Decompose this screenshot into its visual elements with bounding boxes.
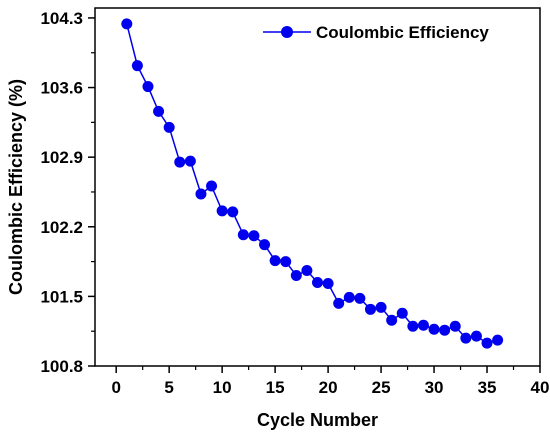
data-point (216, 205, 228, 217)
data-point (227, 206, 239, 218)
data-point (439, 324, 451, 336)
x-tick-label: 10 (213, 378, 232, 397)
plot-frame (94, 7, 541, 367)
y-axis-title: Coulombic Efficiency (%) (6, 79, 26, 295)
x-tick-label: 30 (425, 378, 444, 397)
data-point (343, 291, 355, 303)
data-point (184, 155, 196, 167)
x-tick-label: 15 (266, 378, 285, 397)
data-point (153, 105, 165, 117)
data-point (354, 292, 366, 304)
data-point (449, 320, 461, 332)
x-tick-label: 35 (478, 378, 497, 397)
y-tick-label: 100.8 (40, 357, 83, 376)
data-point (386, 314, 398, 326)
series-line (126, 23, 498, 344)
data-point (121, 18, 133, 30)
x-tick-label: 0 (111, 378, 120, 397)
data-point (492, 334, 504, 346)
data-point (142, 81, 154, 93)
data-point (417, 319, 429, 331)
data-point (131, 60, 143, 72)
data-point (364, 303, 376, 315)
data-point (163, 121, 175, 133)
data-point (248, 230, 260, 242)
tick-labels: 0 5 10 15 20 25 30 35 40 100.8 101.5 102.2 102.9 103.… (40, 9, 549, 397)
data-point (195, 188, 207, 200)
y-tick-label: 103.6 (40, 79, 83, 98)
data-point (428, 323, 440, 335)
data-point (259, 239, 271, 251)
series-layer (121, 18, 504, 349)
x-axis-title: Cycle Number (257, 410, 378, 430)
data-point (174, 156, 186, 168)
y-tick-label: 104.3 (40, 9, 83, 28)
x-tick-label: 40 (531, 378, 550, 397)
data-point (237, 229, 249, 241)
data-point (290, 270, 302, 282)
data-point (206, 180, 218, 192)
data-point (269, 255, 281, 267)
legend-label: Coulombic Efficiency (316, 23, 489, 42)
plot-border (94, 7, 541, 367)
data-point (301, 265, 313, 277)
legend-marker (281, 26, 293, 38)
data-point (481, 337, 493, 349)
data-point (312, 276, 323, 288)
x-tick-label: 5 (164, 378, 173, 397)
x-tick-label: 20 (319, 378, 338, 397)
x-tick-label: 25 (372, 378, 391, 397)
y-tick-label: 102.2 (40, 218, 83, 237)
data-point (460, 332, 472, 344)
y-tick-label: 101.5 (40, 287, 83, 306)
data-point (470, 330, 482, 342)
data-point (322, 277, 334, 289)
data-point (396, 307, 408, 319)
data-point (280, 256, 292, 268)
legend: Coulombic Efficiency (263, 23, 489, 42)
axis-ticks (88, 17, 541, 373)
data-point (407, 320, 419, 332)
data-point (333, 297, 345, 309)
data-point (375, 301, 387, 313)
y-tick-label: 102.9 (40, 148, 83, 167)
